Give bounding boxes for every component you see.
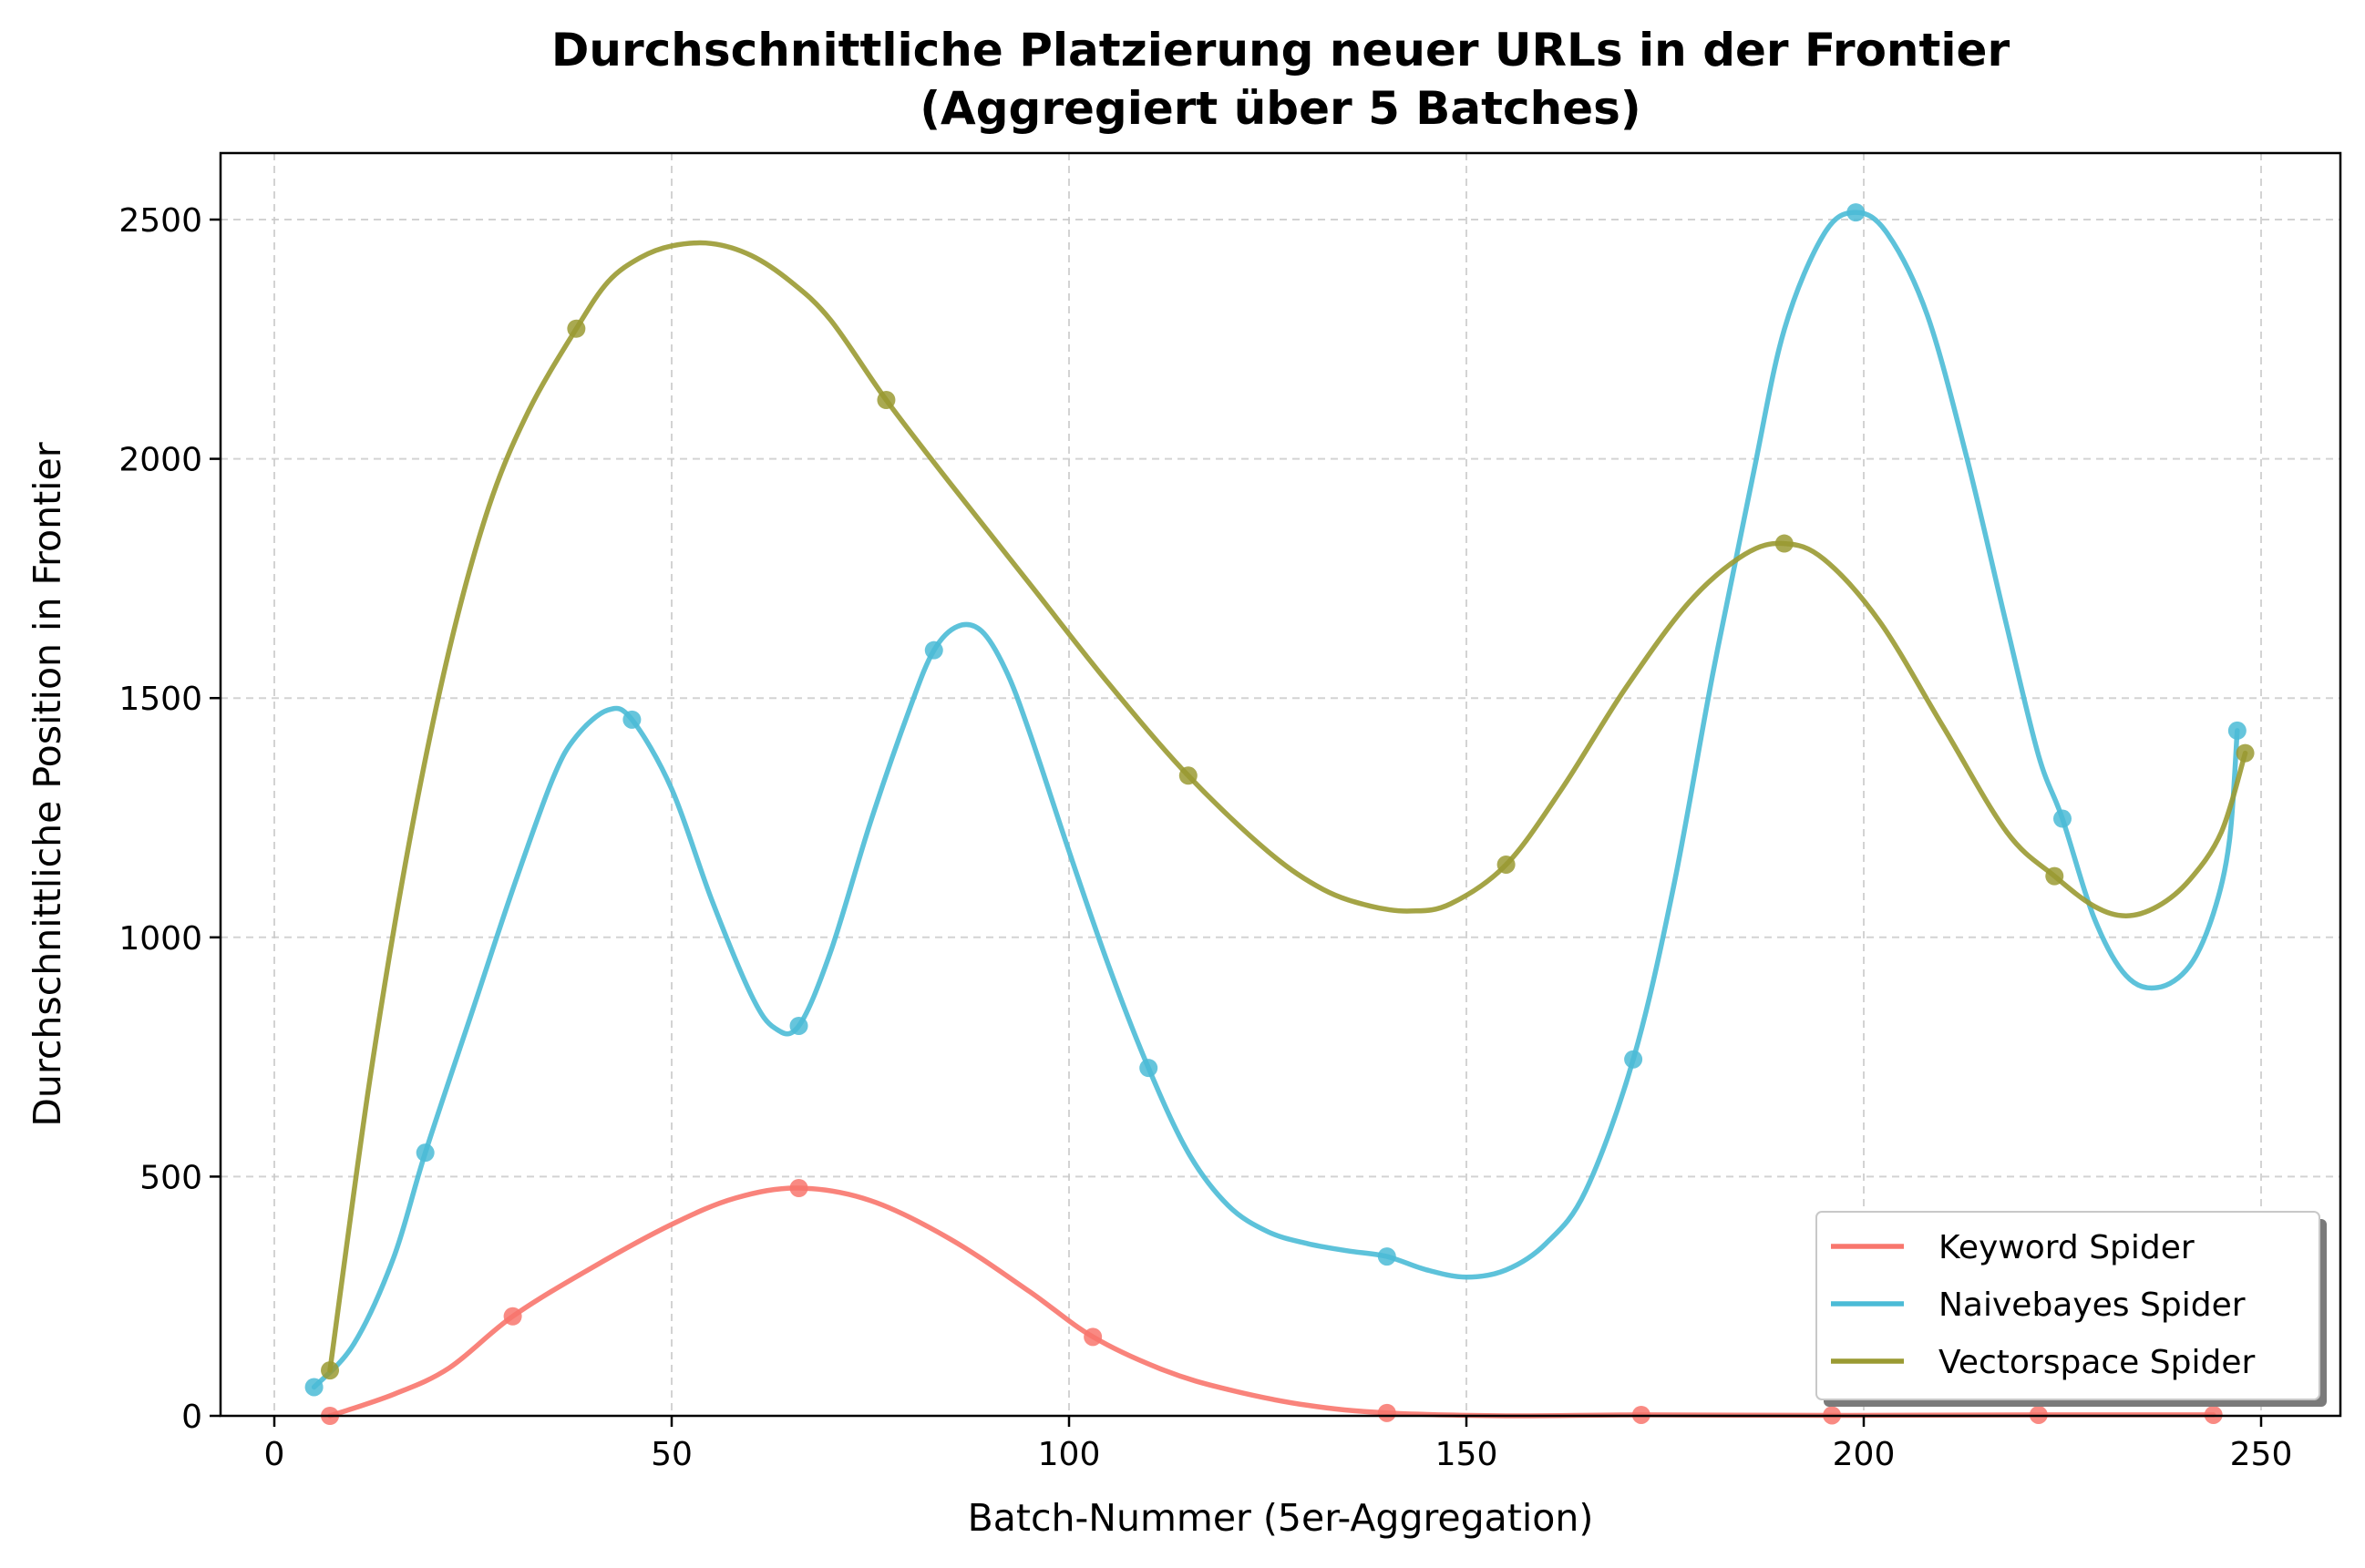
naivebayes-spider-point (1139, 1059, 1158, 1078)
naivebayes-spider-point (304, 1378, 324, 1397)
keyword-spider-point (503, 1307, 522, 1326)
chart-subtitle: (Aggregiert über 5 Batches) (920, 82, 1641, 135)
chart-title: Durchschnittliche Platzierung neuer URLs… (551, 24, 2010, 77)
naivebayes-spider-point (1624, 1050, 1643, 1069)
keyword-spider-point (789, 1179, 808, 1198)
x-tick-label: 250 (2230, 1436, 2293, 1473)
plot-frame (219, 151, 2342, 1418)
vectorspace-spider-point (567, 319, 586, 338)
naivebayes-spider-point (1846, 203, 1866, 222)
naivebayes-spider-line (311, 210, 2240, 1390)
naivebayes-spider-legend-label: Naivebayes Spider (1938, 1286, 2246, 1324)
naivebayes-spider-point (1377, 1247, 1396, 1266)
vectorspace-spider-line (327, 240, 2248, 1373)
y-tick-label: 2500 (118, 202, 202, 240)
y-axis-label: Durchschnittliche Position in Frontier (26, 442, 69, 1126)
vectorspace-spider-point (1774, 534, 1794, 553)
keyword-spider-point (1084, 1327, 1103, 1347)
x-tick-label: 150 (1435, 1436, 1498, 1473)
naivebayes-spider-point (2053, 809, 2072, 828)
legend-box (1815, 1211, 2320, 1400)
naivebayes-spider-point (924, 641, 943, 660)
vectorspace-spider-point (321, 1361, 340, 1380)
vectorspace-spider-legend-label: Vectorspace Spider (1938, 1344, 2255, 1381)
x-tick-label: 0 (264, 1436, 285, 1473)
y-tick-label: 1500 (118, 681, 202, 718)
keyword-spider-point (1377, 1403, 1396, 1422)
vectorspace-spider-series (321, 240, 2255, 1380)
x-tick-label: 100 (1038, 1436, 1101, 1473)
vectorspace-spider-point (2045, 866, 2064, 886)
naivebayes-spider-point (416, 1143, 435, 1163)
naivebayes-spider-series (304, 203, 2247, 1397)
x-tick-label: 50 (651, 1436, 693, 1473)
naivebayes-spider-point (789, 1016, 808, 1035)
x-tick-label: 200 (1833, 1436, 1896, 1473)
keyword-spider-legend-label: Keyword Spider (1938, 1229, 2195, 1266)
naivebayes-spider-point (2227, 721, 2247, 740)
naivebayes-spider-point (622, 710, 642, 729)
vectorspace-spider-point (1178, 766, 1198, 785)
y-tick-label: 0 (181, 1399, 202, 1436)
y-tick-label: 1000 (118, 920, 202, 958)
y-tick-label: 500 (139, 1159, 202, 1196)
x-axis-label: Batch-Nummer (5er-Aggregation) (968, 1496, 1594, 1540)
vectorspace-spider-point (1496, 855, 1516, 874)
y-tick-label: 2000 (118, 442, 202, 479)
legend: Keyword Spider Naivebayes Spider Vectorspa… (1815, 1211, 2327, 1407)
vectorspace-spider-point (2236, 743, 2255, 763)
vectorspace-spider-point (877, 391, 896, 410)
